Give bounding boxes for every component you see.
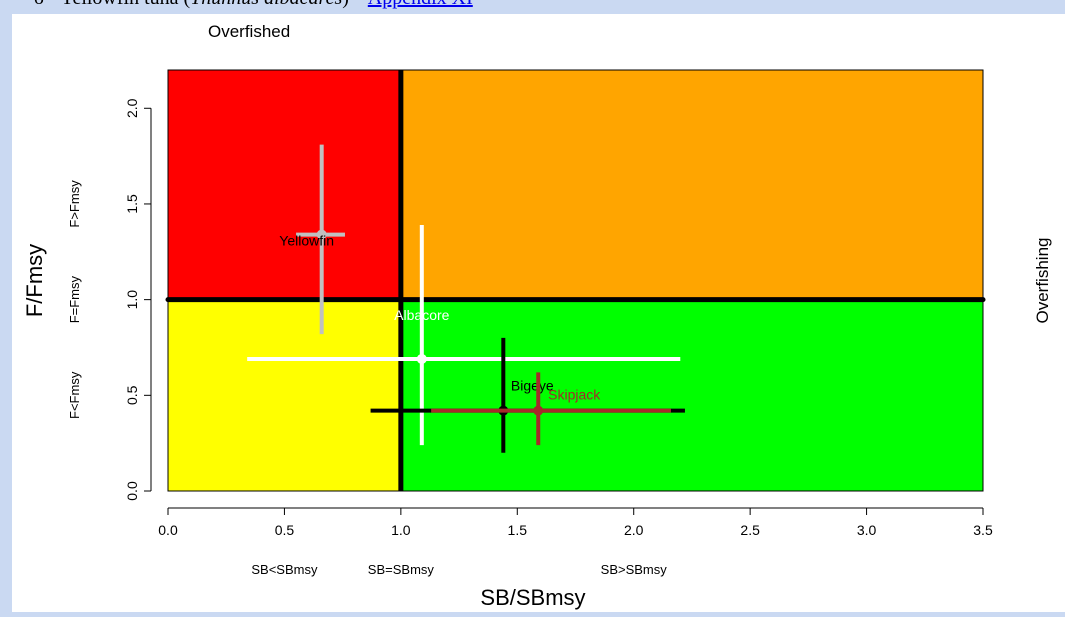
species-latin-name: Thunnus albacares [190, 0, 342, 9]
x-zone-label: SB=SBmsy [368, 562, 435, 577]
y-tick-label: 1.0 [124, 290, 140, 310]
list-bullet: o [34, 0, 44, 10]
overfishing-label: Overfishing [1033, 238, 1052, 324]
overfished-label: Overfished [208, 22, 290, 41]
species-text: Yellowfin tuna ( [60, 0, 190, 9]
document-heading-line: o Yellowfin tuna (Thunnus albacares) – Ap… [0, 0, 1065, 14]
stock-point-albacore [416, 353, 427, 364]
stock-albacore: Albacore [247, 225, 681, 446]
quadrant-overfishing-only [400, 69, 984, 301]
x-zone-label: SB<SBmsy [251, 562, 318, 577]
stock-label-bigeye: Bigeye [511, 378, 554, 394]
y-tick-label: 0.5 [124, 385, 140, 405]
stock-label-albacore: Albacore [394, 307, 449, 323]
quadrant-overfished-only [167, 299, 402, 492]
x-tick-label: 3.0 [857, 522, 877, 538]
stock-point-skipjack [533, 405, 544, 416]
stock-label-yellowfin: Yellowfin [279, 233, 334, 249]
y-zone-label: F>Fmsy [67, 180, 82, 228]
x-axis-title: SB/SBmsy [480, 585, 585, 610]
stock-point-yellowfin [316, 229, 327, 240]
species-text-after: ) – [342, 0, 368, 9]
x-tick-label: 2.5 [740, 522, 760, 538]
y-zone-label: F=Fmsy [67, 275, 82, 323]
y-axis-title: F/Fmsy [22, 244, 47, 317]
x-zone-label: SB>SBmsy [601, 562, 668, 577]
x-tick-label: 1.5 [508, 522, 528, 538]
y-tick-label: 2.0 [124, 98, 140, 118]
x-tick-label: 1.0 [391, 522, 411, 538]
stock-yellowfin: Yellowfin [279, 144, 345, 335]
appendix-link[interactable]: Appendix XI [368, 0, 473, 9]
quadrant-overfished-and-overfishing [167, 69, 402, 301]
x-tick-label: 2.0 [624, 522, 644, 538]
quadrant-healthy [400, 299, 984, 492]
y-tick-label: 1.5 [124, 194, 140, 214]
kobe-plot-panel: Yellowfin Albacore Bigeye Skipjack 0.0 0.5 1.… [12, 14, 1065, 612]
y-tick-label: 0.0 [124, 481, 140, 501]
stock-label-skipjack: Skipjack [548, 387, 601, 403]
x-tick-label: 0.0 [158, 522, 178, 538]
stock-skipjack: Skipjack [431, 372, 671, 446]
plot-border [167, 69, 984, 492]
x-tick-label: 0.5 [275, 522, 295, 538]
y-zone-label: F<Fmsy [67, 371, 82, 419]
x-tick-label: 3.5 [973, 522, 993, 538]
